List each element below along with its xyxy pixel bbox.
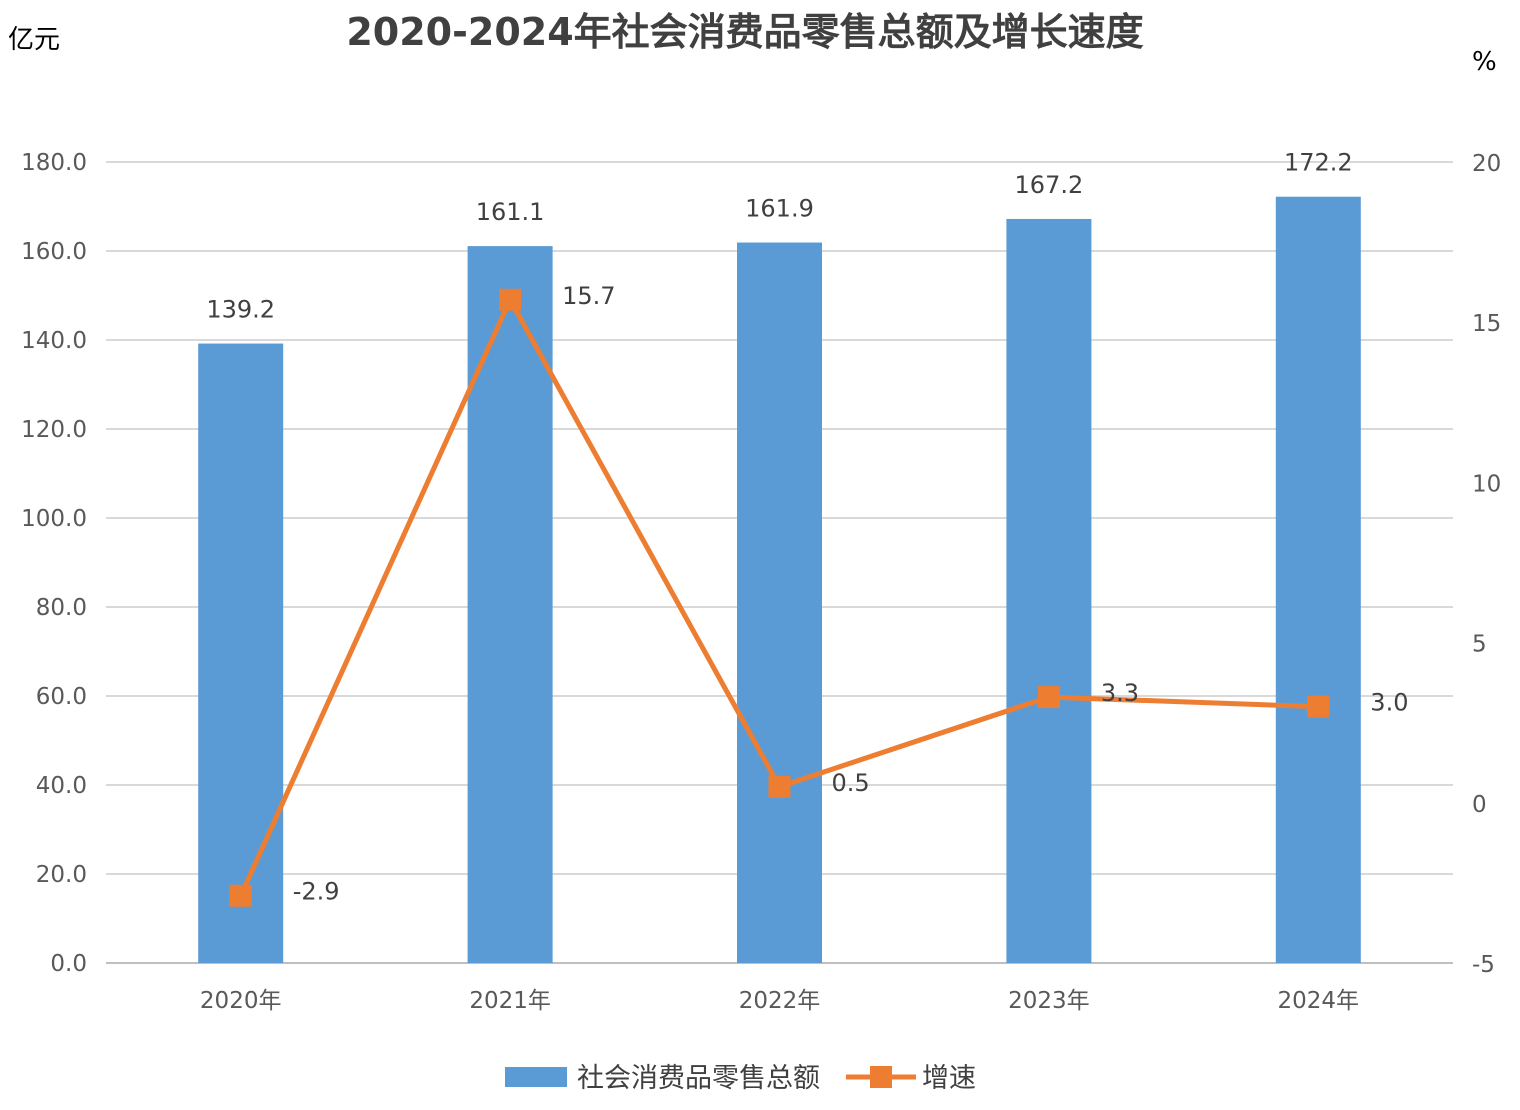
right-axis-unit: % [1472, 47, 1497, 77]
left-tick-label: 80.0 [36, 595, 87, 621]
right-tick-label: 10 [1472, 471, 1501, 497]
left-tick-label: 20.0 [36, 862, 87, 888]
left-tick-label: 40.0 [36, 773, 87, 799]
bar-value-label: 161.1 [476, 198, 545, 226]
bar [1275, 196, 1361, 963]
legend-bar-swatch [505, 1067, 567, 1087]
right-tick-label: 5 [1472, 632, 1487, 658]
bar-value-label: 172.2 [1284, 149, 1353, 177]
left-tick-label: 180.0 [21, 150, 87, 176]
line-value-label: 3.3 [1101, 679, 1139, 707]
line-value-label: 3.0 [1370, 689, 1408, 717]
left-tick-label: 160.0 [21, 239, 87, 265]
legend-bar-label: 社会消费品零售总额 [577, 1063, 820, 1094]
line-marker [229, 884, 252, 907]
bar [1006, 218, 1092, 963]
line-series [229, 288, 1330, 907]
category-label: 2023年 [1008, 988, 1090, 1014]
line-value-label: -2.9 [293, 878, 340, 906]
line-value-label: 15.7 [562, 282, 615, 310]
line-value-label: 0.5 [832, 769, 870, 797]
line-marker [1037, 686, 1060, 709]
line-marker [499, 288, 522, 311]
left-tick-label: 120.0 [21, 417, 87, 443]
bar-value-label: 167.2 [1015, 171, 1084, 199]
legend-line-marker [870, 1066, 892, 1088]
left-tick-label: 0.0 [50, 951, 87, 977]
bar-value-label: 161.9 [745, 195, 814, 223]
data-labels: 139.2 161.1 161.9 167.2 172.2 -2.9 15.7 0.5 3.3 3… [206, 149, 1408, 906]
left-tick-label: 60.0 [36, 684, 87, 710]
category-label: 2024年 [1278, 988, 1360, 1014]
left-tick-label: 100.0 [21, 506, 87, 532]
left-axis-unit: 亿元 [8, 25, 60, 55]
line-marker [1307, 695, 1330, 718]
left-tick-label: 140.0 [21, 328, 87, 354]
category-label: 2021年 [469, 988, 551, 1014]
right-tick-label: -5 [1472, 952, 1495, 978]
category-label: 2022年 [739, 988, 821, 1014]
line-marker [768, 775, 791, 798]
bar [198, 343, 284, 963]
right-tick-label: 20 [1472, 151, 1501, 177]
category-label: 2020年 [200, 988, 282, 1014]
bar-series [198, 196, 1361, 964]
right-tick-label: 0 [1472, 792, 1487, 818]
legend-line-label: 增速 [922, 1063, 976, 1094]
bar-value-label: 139.2 [206, 296, 275, 324]
axis-ticks: 0.0 20.0 40.0 60.0 80.0 100.0 120.0 140.0 160.0 1… [21, 150, 1501, 1014]
bar [737, 242, 822, 964]
legend: 社会消费品零售总额 增速 [505, 1063, 976, 1094]
chart-title: 2020-2024年社会消费品零售总额及增长速度 [346, 10, 1143, 54]
right-tick-label: 15 [1472, 311, 1501, 337]
